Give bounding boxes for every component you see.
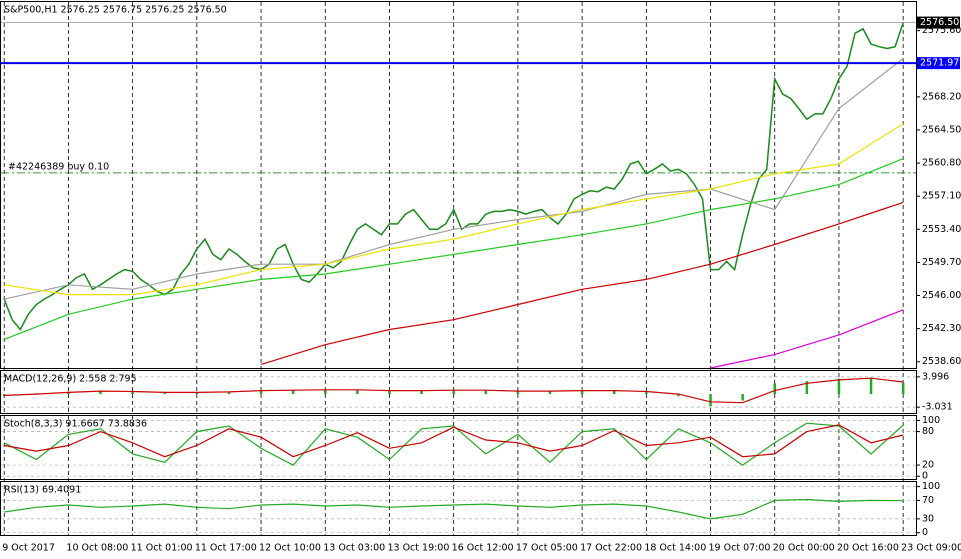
y-tick-label: 20 [922,460,934,471]
y-tick-label: -3.031 [922,402,953,413]
x-tick-label: 17 Oct 05:00 [516,543,578,554]
x-tick-label: 20 Oct 16:00 [837,543,899,554]
y-tick-label: 2549.70 [922,257,961,268]
series-line [710,309,904,369]
series-line [4,377,904,404]
y-tick-label: 100 [922,415,940,426]
y-tick-label: 0 [922,471,928,482]
y-tick-label: 0 [922,527,928,538]
x-tick-label: 12 Oct 10:00 [259,543,321,554]
panel-title: MACD(12,26,9) 2.558 2.795 [4,374,137,385]
y-tick-label: 2557.10 [922,191,961,202]
series-line [3,22,904,331]
x-tick-label: 9 Oct 2017 [2,543,55,554]
series-line [4,424,904,458]
panel-title: S&P500,H1 2576.25 2576.75 2576.25 2576.5… [4,5,227,16]
x-tick-label: 13 Oct 19:00 [387,543,449,554]
x-tick-label: 10 Oct 08:00 [66,543,128,554]
x-tick-label: 11 Oct 17:00 [195,543,257,554]
y-tick-label: 80 [922,426,934,437]
x-tick-label: 11 Oct 01:00 [131,543,193,554]
x-tick-label: 20 Oct 00:00 [773,543,835,554]
macd-panel [0,370,917,414]
y-tick-label: 2568.20 [922,91,961,102]
x-tick-label: 16 Oct 12:00 [452,543,514,554]
series-line [4,123,904,296]
y-tick-label: 2560.80 [922,158,961,169]
series-line [3,422,904,466]
y-tick-label: 2546.00 [922,290,961,301]
x-tick-label: 13 Oct 03:00 [323,543,385,554]
y-tick-label: 2553.40 [922,224,961,235]
level-box [917,16,960,29]
main-panel [0,1,917,369]
y-tick-label: 2564.50 [922,124,961,135]
rsi-panel [0,481,917,536]
series-line [3,158,904,340]
y-tick-label: 2575.60 [922,25,961,36]
y-tick-label: 2542.30 [922,323,961,334]
y-tick-label: 2538.60 [922,356,961,367]
level-box [917,57,960,70]
x-tick-label: 17 Oct 22:00 [580,543,642,554]
series-line [260,201,904,365]
y-tick-label: 30 [922,513,934,524]
level-label: 2576.50 [920,17,959,28]
x-tick-label: 19 Oct 07:00 [709,543,771,554]
panel-title: RSI(13) 69.4091 [4,485,81,496]
series-line [4,498,904,520]
x-tick-label: 23 Oct 09:00 [901,543,961,554]
y-tick-label: 100 [922,481,940,492]
y-tick-label: 3.996 [922,371,949,382]
level-label: 2571.97 [920,58,959,69]
order-label: #42246389 buy 0.10 [8,161,109,172]
panel-title: Stoch(8,3,3) 91.6667 73.8836 [4,419,147,430]
stoch-panel [0,415,917,480]
y-tick-label: 70 [922,495,934,506]
x-tick-label: 18 Oct 14:00 [644,543,706,554]
